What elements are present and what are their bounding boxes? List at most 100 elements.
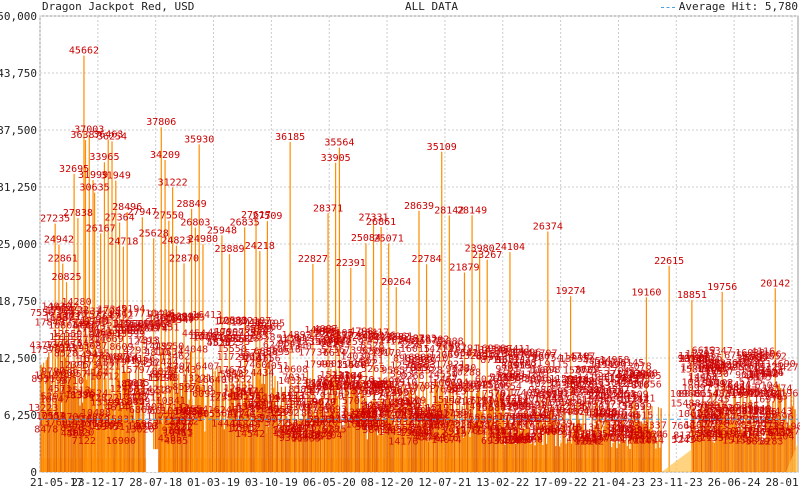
data-label: 11576 <box>570 377 600 388</box>
data-label: 11763 <box>742 427 772 438</box>
data-label: 9986 <box>533 425 557 436</box>
data-label: 7879 <box>367 379 391 390</box>
data-label: 8304 <box>770 432 794 443</box>
data-label: 11137 <box>756 419 786 430</box>
data-label: 14179 <box>309 337 339 348</box>
data-label: 13088 <box>628 368 658 379</box>
data-label: 4527 <box>592 369 616 380</box>
data-label: 10063 <box>696 361 726 372</box>
data-label: 16191 <box>34 371 64 382</box>
peak-label: 34209 <box>150 150 180 161</box>
data-label: 11977 <box>354 389 384 400</box>
data-label: 13769 <box>454 426 484 437</box>
data-label: 10850 <box>80 414 110 425</box>
data-label: 16046 <box>700 431 730 442</box>
data-label: 13143 <box>192 331 222 342</box>
data-label: 11949 <box>589 360 619 371</box>
peak-label: 22615 <box>654 256 684 267</box>
data-label: 16041 <box>448 349 478 360</box>
data-label: 15099 <box>622 402 652 413</box>
data-label: 16192 <box>90 421 120 432</box>
data-label: 4811 <box>490 430 514 441</box>
data-label: 11672 <box>588 407 618 418</box>
data-label: 12078 <box>622 362 652 373</box>
data-label: 11177 <box>116 308 146 319</box>
data-label: 7313 <box>136 336 160 347</box>
data-label: 14385 <box>286 418 316 429</box>
data-label: 11175 <box>359 407 389 418</box>
data-label: 8389 <box>409 355 433 366</box>
data-label: 14690 <box>766 359 796 370</box>
y-tick-label: 31,250 <box>0 181 37 194</box>
data-label: 13748 <box>231 317 261 328</box>
data-label: 11748 <box>492 412 522 423</box>
data-label: 9764 <box>534 389 558 400</box>
data-label: 4505 <box>158 434 182 445</box>
data-label: 7376 <box>711 406 735 417</box>
data-label: 9541 <box>278 339 302 350</box>
data-label: 11938 <box>460 420 490 431</box>
data-label: 9733 <box>761 421 785 432</box>
data-label: 6278 <box>702 358 726 369</box>
peak-label: 25084 <box>351 233 381 244</box>
data-label: 7587 <box>359 408 383 419</box>
data-label: 7821 <box>167 422 191 433</box>
data-label: 4073 <box>365 407 389 418</box>
data-label: 15390 <box>690 358 720 369</box>
data-labels: 1021612096107401510564541611911874802513… <box>28 46 800 448</box>
data-label: 8589 <box>288 384 312 395</box>
data-label: 15858 <box>142 319 172 330</box>
data-label: 6124 <box>445 378 469 389</box>
data-label: 5604 <box>617 370 641 381</box>
data-label: 4075 <box>313 327 337 338</box>
data-label: 12583 <box>501 402 531 413</box>
data-label: 10443 <box>762 407 792 418</box>
data-label: 8982 <box>393 353 417 364</box>
data-label: 11044 <box>634 435 664 446</box>
data-label: 14012 <box>516 393 546 404</box>
data-label: 11382 <box>380 332 410 343</box>
data-label: 6926 <box>293 422 317 433</box>
data-label: 10554 <box>492 382 522 393</box>
data-label: 4571 <box>48 384 72 395</box>
data-label: 11207 <box>223 387 253 398</box>
data-label: 15190 <box>772 421 800 432</box>
data-label: 12881 <box>504 418 534 429</box>
data-label: 5177 <box>259 414 283 425</box>
data-label: 16889 <box>497 412 527 423</box>
data-label: 15103 <box>752 389 782 400</box>
data-label: 6521 <box>97 361 121 372</box>
data-label: 12241 <box>80 316 110 327</box>
data-label: 12010 <box>183 384 213 395</box>
data-label: 9825 <box>323 424 347 435</box>
data-label: 6233 <box>326 339 350 350</box>
data-label: 14804 <box>753 368 783 379</box>
data-label: 9102 <box>529 422 553 433</box>
data-label: 8195 <box>593 409 617 420</box>
data-label: 4434 <box>250 368 274 379</box>
data-label: 4662 <box>740 353 764 364</box>
data-label: 7901 <box>528 410 552 421</box>
data-label: 14074 <box>431 435 461 446</box>
data-label: 11171 <box>574 396 604 407</box>
data-label: 14669 <box>94 334 124 345</box>
data-label: 14937 <box>506 432 536 443</box>
data-label: 15158 <box>722 435 752 446</box>
data-label: 15797 <box>121 365 151 376</box>
peak-label: 36185 <box>275 132 305 143</box>
data-label: 16889 <box>115 397 145 408</box>
data-label: 5714 <box>410 425 434 436</box>
data-label: 4232 <box>274 430 298 441</box>
data-label: 8992 <box>109 311 133 322</box>
data-label: 6623 <box>490 422 514 433</box>
data-label: 8321 <box>496 355 520 366</box>
data-label: 5616 <box>524 373 548 384</box>
data-label: 14048 <box>178 344 208 355</box>
data-label: 13013 <box>148 314 178 325</box>
data-label: 9407 <box>105 352 129 363</box>
data-label: 8313 <box>628 431 652 442</box>
data-label: 5582 <box>238 405 262 416</box>
data-label: 10416 <box>145 308 175 319</box>
x-tick-label: 03-10-19 <box>245 476 298 489</box>
data-label: 7746 <box>541 404 565 415</box>
